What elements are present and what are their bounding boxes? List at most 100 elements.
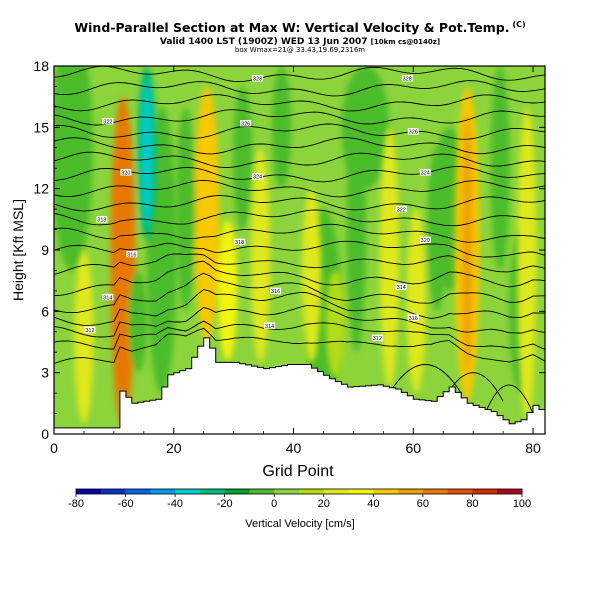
colorbar-cell bbox=[175, 489, 201, 494]
downdraft-streak bbox=[271, 66, 292, 189]
y-tick-label: 12 bbox=[33, 181, 49, 197]
colorbar-cell bbox=[373, 489, 399, 494]
isentrope-label: 314 bbox=[397, 285, 406, 291]
isentrope-line bbox=[54, 66, 545, 83]
downdraft-streak bbox=[233, 86, 253, 230]
chart-subtitle-2: box Wmax=21@ 33.43,19.69,2316m bbox=[234, 46, 366, 54]
isentrope-label-bg bbox=[96, 216, 108, 223]
isentrope-label-bg bbox=[120, 169, 132, 176]
updraft-streak-core bbox=[117, 124, 129, 401]
isentrope-label: 322 bbox=[397, 207, 406, 213]
updraft-streak-core bbox=[222, 231, 233, 349]
colorbar-cell bbox=[249, 489, 275, 494]
chart-title-mark: (C) bbox=[512, 20, 526, 29]
isentrope-label-bg bbox=[419, 236, 431, 243]
isentrope-line bbox=[54, 123, 545, 140]
isentrope-label: 328 bbox=[253, 77, 262, 83]
isentrope-line bbox=[54, 240, 545, 258]
isentrope-label: 324 bbox=[421, 171, 430, 177]
isentrope-line bbox=[54, 327, 545, 365]
isentrope-label-bg bbox=[102, 118, 114, 125]
downdraft-streak bbox=[490, 66, 510, 271]
isentrope-line bbox=[54, 94, 545, 112]
colorbar-cell bbox=[299, 489, 325, 494]
isentrope-label: 314 bbox=[265, 324, 274, 330]
chart-subtitle: Valid 1400 LST (1900Z) WED 13 Jun 2007 [… bbox=[0, 37, 600, 47]
isentrope-label-bg bbox=[395, 283, 407, 290]
isentrope-label-bg bbox=[234, 238, 246, 246]
isentrope-label: 316 bbox=[127, 252, 136, 258]
updraft-streak bbox=[74, 250, 94, 424]
isentrope-loop bbox=[388, 364, 462, 394]
isentrope-line bbox=[54, 289, 545, 326]
colorbar-tick-label: -60 bbox=[118, 498, 134, 510]
updraft-streak bbox=[250, 147, 271, 363]
colorbar-tick-label: 20 bbox=[318, 498, 330, 510]
updraft-streak bbox=[406, 209, 426, 394]
downdraft-streak bbox=[176, 106, 196, 312]
colorbar-tick-label: 80 bbox=[466, 498, 478, 510]
isentrope-line bbox=[54, 137, 545, 155]
updraft-streak-core bbox=[201, 107, 212, 321]
y-tick-label: 3 bbox=[41, 365, 49, 381]
isentrope-label: 328 bbox=[403, 77, 412, 83]
isentrope-label: 326 bbox=[409, 130, 418, 136]
terrain bbox=[53, 337, 546, 435]
x-tick-label: 80 bbox=[525, 440, 541, 456]
colorbar-cell bbox=[76, 489, 102, 494]
streaks bbox=[74, 66, 537, 428]
colorbar-cell bbox=[125, 489, 151, 494]
colorbar-tick-label: -80 bbox=[68, 498, 84, 510]
colorbar-tick-label: 40 bbox=[367, 498, 379, 510]
isentropes bbox=[54, 66, 545, 414]
updraft-streak bbox=[517, 106, 537, 420]
isentrope-line bbox=[54, 166, 545, 183]
x-tick-label: 40 bbox=[286, 440, 302, 456]
isentrope-label-bg bbox=[401, 75, 413, 82]
isentrope-labels: 312 314 316 318 320 322 324 326 328 318 316 314 312 3… bbox=[84, 75, 431, 342]
isentrope-line bbox=[54, 272, 545, 314]
x-tick-label: 20 bbox=[166, 440, 182, 456]
colorbar-tick-label: 100 bbox=[513, 498, 531, 510]
isentrope-label-bg bbox=[407, 128, 419, 135]
colorbar: -80 -60 -40 -20 0 20 40 60 80 100 bbox=[68, 488, 531, 510]
isentrope-label: 322 bbox=[103, 120, 112, 126]
colorbar-cell bbox=[497, 489, 523, 494]
colorbar-cell bbox=[323, 489, 349, 494]
updraft-streak-core bbox=[461, 112, 473, 376]
colorbar-cell bbox=[398, 489, 424, 494]
colorbar-cell bbox=[274, 489, 300, 494]
chart-title-text: Wind-Parallel Section at Max W: Vertical… bbox=[74, 20, 510, 36]
isentrope-label-bg bbox=[264, 322, 276, 329]
isentrope-label: 312 bbox=[373, 336, 382, 342]
colorbar-tick-label: 0 bbox=[271, 498, 277, 510]
colorbar-tick-label: 60 bbox=[417, 498, 429, 510]
y-tick-label: 18 bbox=[33, 58, 49, 74]
isentrope-line bbox=[54, 180, 545, 198]
downdraft-streak bbox=[128, 270, 148, 373]
colorbar-frame bbox=[75, 488, 523, 495]
y-axis-label: Height [Kft MSL] bbox=[10, 199, 26, 301]
isentrope-line bbox=[54, 195, 545, 212]
isentrope-line bbox=[54, 151, 545, 168]
y-tick-label: 6 bbox=[41, 303, 49, 319]
isentrope-line bbox=[54, 305, 545, 338]
isentrope-label-bg bbox=[84, 326, 96, 333]
x-tick-label: 0 bbox=[50, 440, 58, 456]
isentrope-label: 318 bbox=[97, 218, 106, 224]
isentrope-line bbox=[54, 253, 545, 275]
colorbar-label: Vertical Velocity [cm/s] bbox=[245, 518, 354, 530]
colorbar-cell bbox=[224, 489, 250, 494]
axes: 0 20 40 60 80 0 3 6 9 12 15 18 bbox=[33, 58, 545, 456]
isentrope-label-bg bbox=[252, 173, 264, 180]
y-tick-label: 9 bbox=[41, 242, 49, 258]
isentrope-label: 326 bbox=[241, 122, 250, 128]
y-tick-label: 15 bbox=[33, 119, 49, 135]
isentrope-label-bg bbox=[240, 120, 252, 127]
x-tick-label: 60 bbox=[405, 440, 421, 456]
colorbar-cell bbox=[422, 489, 448, 494]
isentrope-label: 316 bbox=[271, 289, 280, 295]
isentrope-line bbox=[54, 320, 545, 350]
isentrope-label: 320 bbox=[121, 171, 130, 177]
